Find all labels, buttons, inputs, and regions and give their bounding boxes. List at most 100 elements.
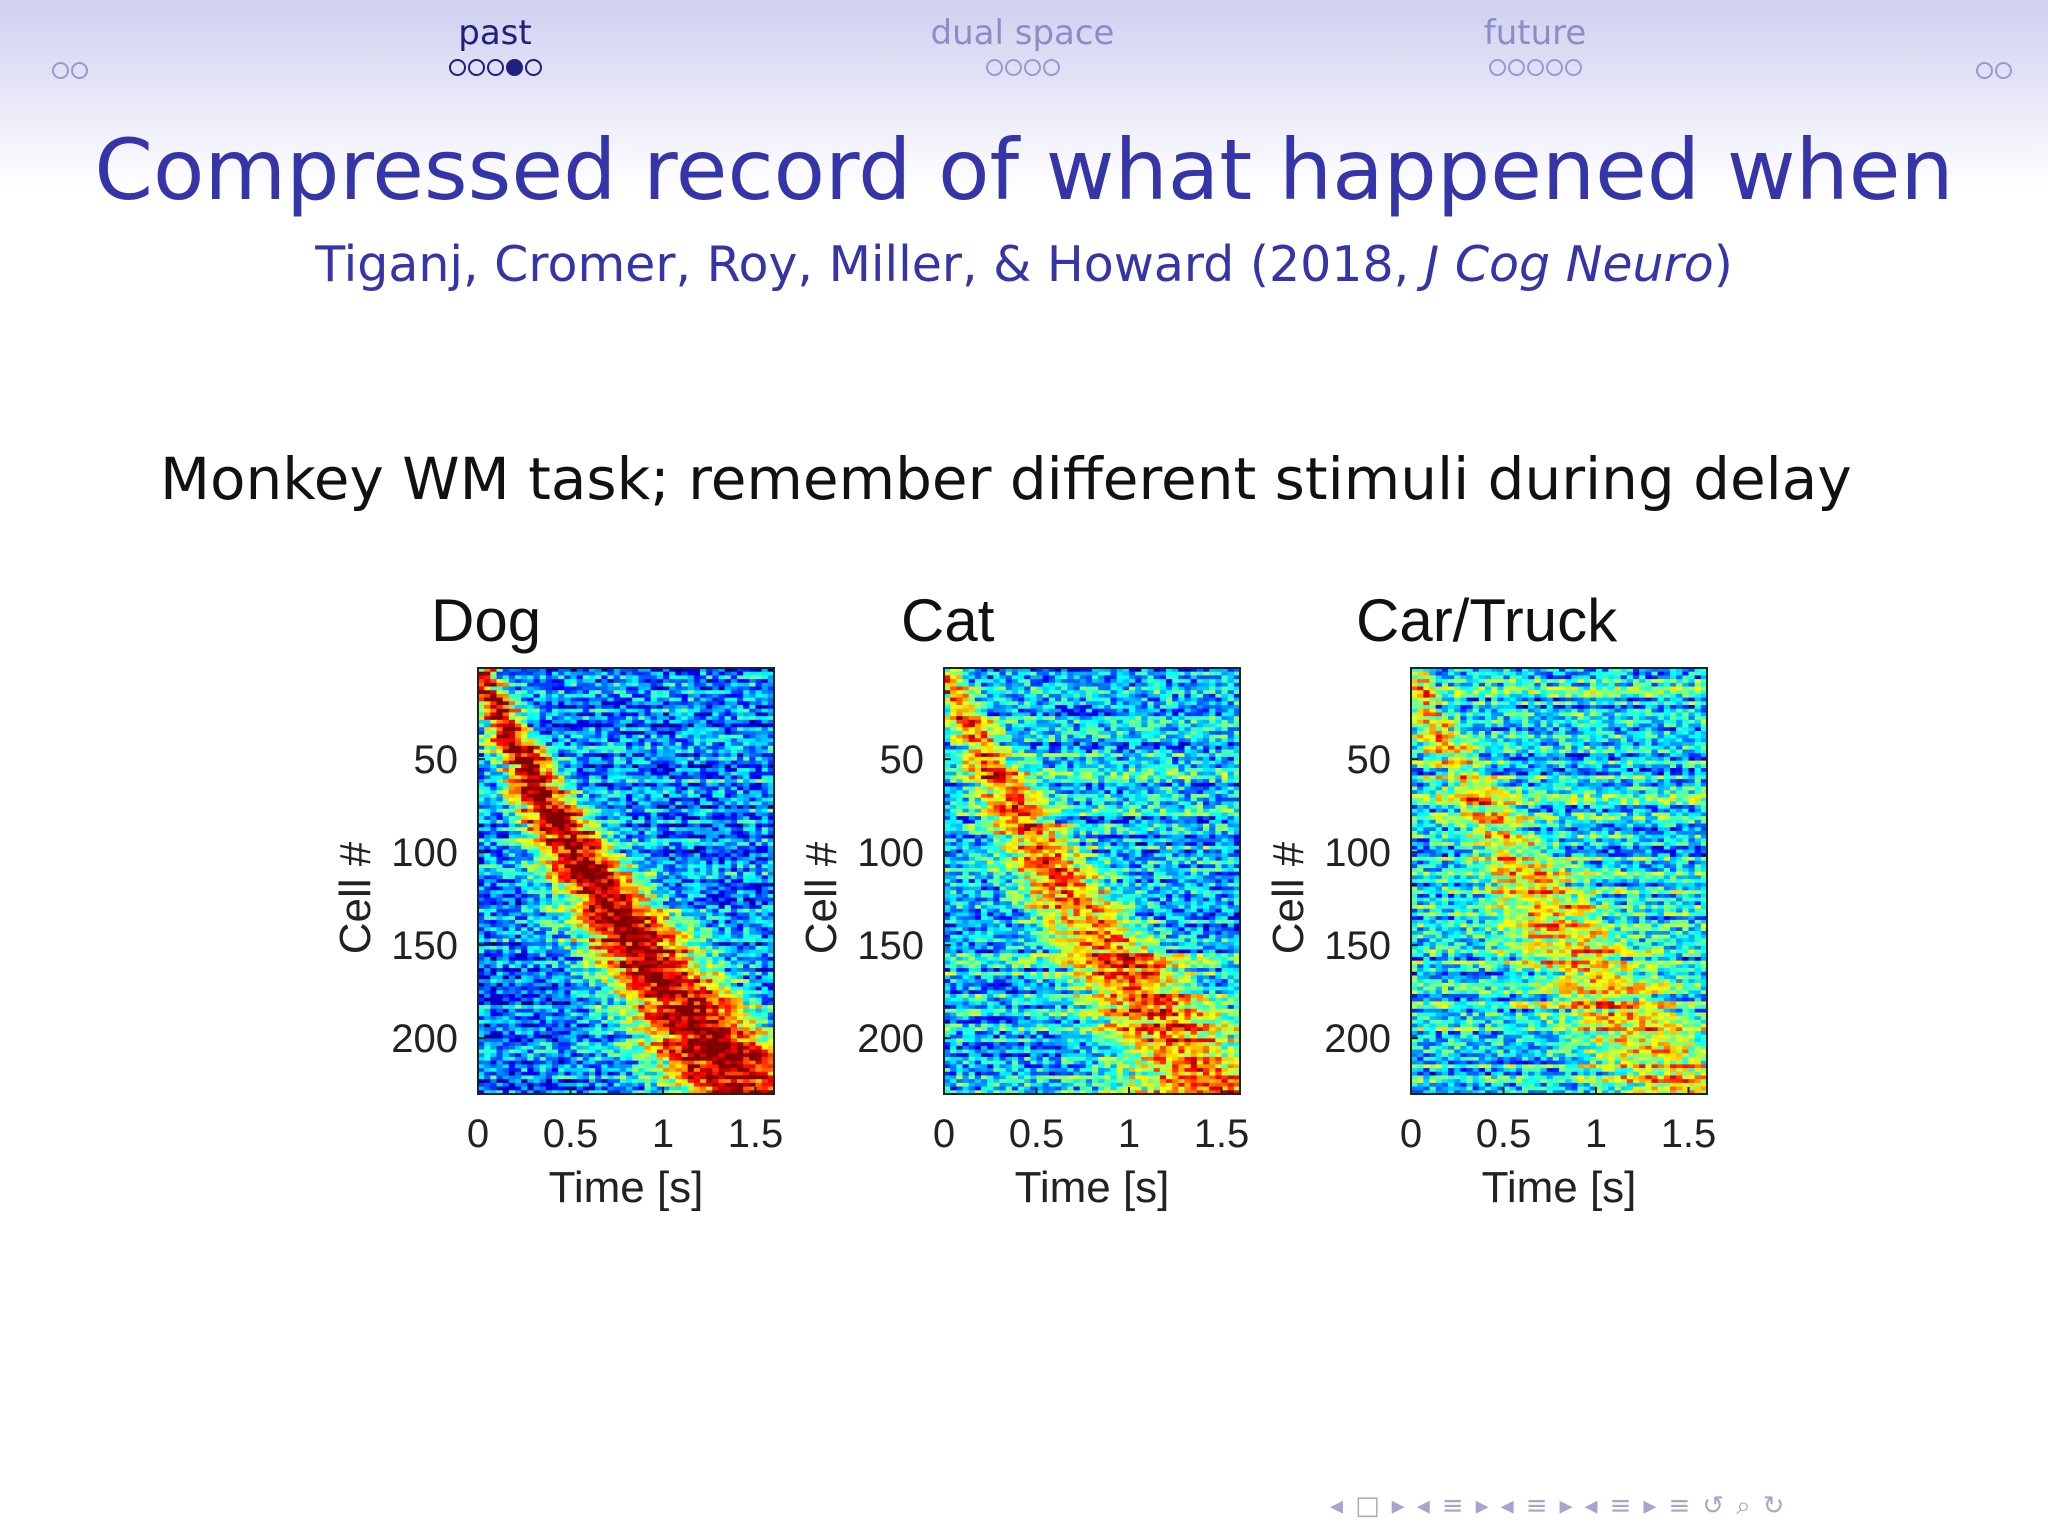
- heatmap-cell: [749, 997, 757, 1002]
- heatmap-cell: [638, 801, 646, 806]
- heatmap-cell: [619, 1045, 627, 1051]
- heatmap-cell: [619, 738, 627, 743]
- nav-section-past[interactable]: past: [440, 16, 550, 76]
- heatmap-cell: [564, 812, 572, 817]
- nav-dot[interactable]: [1004, 59, 1022, 76]
- nav-dot[interactable]: [486, 59, 504, 76]
- heatmap-cell: [718, 890, 726, 895]
- heatmap-cell: [755, 953, 763, 958]
- heatmap-cell: [681, 712, 689, 717]
- heatmap-cell: [706, 693, 713, 699]
- nav-dot[interactable]: [524, 59, 542, 76]
- heatmap-cell: [558, 893, 565, 899]
- nav-dot[interactable]: [52, 62, 69, 79]
- heatmap-cell: [496, 793, 504, 799]
- heatmap-cell: [484, 997, 491, 1002]
- heatmap-cell: [650, 853, 658, 858]
- heatmap-cell: [527, 812, 535, 817]
- heatmap-cell: [564, 775, 572, 780]
- heatmap-cell: [613, 708, 621, 714]
- heatmap-cell: [552, 1001, 559, 1006]
- heatmap-cell: [527, 701, 535, 706]
- heatmap-cell: [521, 1023, 528, 1028]
- heatmap-cell: [700, 1019, 707, 1025]
- heatmap-cell: [515, 723, 522, 728]
- heatmap-cell: [576, 860, 584, 865]
- heatmap-cell: [626, 816, 633, 821]
- heatmap-cell: [724, 890, 732, 895]
- nav-dot[interactable]: [1995, 62, 2012, 79]
- nav-dot[interactable]: [505, 59, 523, 76]
- nav-dot[interactable]: [1526, 59, 1544, 76]
- heatmap-cell: [706, 819, 713, 825]
- heatmap-cell: [700, 956, 707, 962]
- heatmap-cell: [650, 986, 658, 991]
- nav-dot[interactable]: [1042, 59, 1060, 76]
- heatmap-cell: [656, 960, 664, 965]
- nav-dot[interactable]: [1976, 62, 1993, 79]
- heatmap-cell: [712, 808, 720, 814]
- heatmap-cell: [767, 1019, 775, 1025]
- nav-dot[interactable]: [1545, 59, 1563, 76]
- heatmap-cell: [693, 1038, 701, 1043]
- heatmap-cell: [521, 690, 528, 695]
- heatmap-cell: [767, 816, 775, 821]
- heatmap-cell: [755, 679, 763, 684]
- nav-section-dual-space[interactable]: dual space: [930, 16, 1115, 76]
- nav-section-dots[interactable]: [1480, 59, 1590, 76]
- heatmap-cell: [607, 853, 615, 858]
- nav-dot[interactable]: [448, 59, 466, 76]
- heatmap-cell: [607, 845, 615, 851]
- heatmap-cell: [564, 916, 572, 921]
- heatmap-cell: [490, 968, 498, 973]
- heatmap-cell: [724, 734, 732, 739]
- nav-section-label[interactable]: future: [1483, 13, 1587, 53]
- heatmap-cell: [632, 797, 639, 802]
- heatmap-cell: [539, 745, 547, 751]
- heatmap-cell: [595, 823, 602, 828]
- heatmap-cell: [552, 912, 559, 917]
- heatmap-cell: [656, 997, 664, 1002]
- heatmap-cell: [706, 668, 713, 673]
- heatmap-cell: [576, 682, 584, 688]
- nav-dot[interactable]: [1507, 59, 1525, 76]
- nav-dots-left[interactable]: [52, 62, 88, 79]
- nav-dot[interactable]: [1023, 59, 1041, 76]
- nav-dot[interactable]: [467, 59, 485, 76]
- heatmap-cell: [675, 1034, 683, 1040]
- heatmap-cell: [718, 912, 726, 917]
- nav-dots-right[interactable]: [1976, 62, 2012, 79]
- heatmap-cell: [755, 986, 763, 991]
- heatmap-cell: [650, 845, 658, 851]
- heatmap-cell: [706, 723, 713, 728]
- nav-section-dots[interactable]: [930, 59, 1115, 76]
- heatmap-cell: [718, 945, 726, 951]
- heatmap-cell: [601, 745, 609, 751]
- heatmap-cell: [601, 938, 609, 943]
- heatmap-cell: [687, 734, 695, 739]
- heatmap-cell: [656, 797, 664, 802]
- heatmap-cell: [601, 823, 609, 828]
- heatmap-cell: [767, 893, 775, 899]
- nav-section-dots[interactable]: [440, 59, 550, 76]
- nav-section-future[interactable]: future: [1480, 16, 1590, 76]
- heatmap-cell: [681, 893, 689, 899]
- heatmap-cell: [712, 882, 720, 888]
- nav-section-label[interactable]: dual space: [930, 13, 1115, 53]
- heatmap-cell: [496, 971, 504, 977]
- heatmap-cell: [712, 779, 720, 784]
- nav-section-label[interactable]: past: [458, 13, 532, 53]
- heatmap-cell: [601, 882, 609, 888]
- heatmap-cell: [737, 1012, 744, 1017]
- heatmap-cell: [502, 982, 510, 988]
- heatmap-cell: [490, 819, 498, 825]
- heatmap-cell: [644, 775, 652, 780]
- nav-dot[interactable]: [985, 59, 1003, 76]
- heatmap-cell: [490, 686, 498, 691]
- heatmap-cell: [700, 671, 707, 676]
- nav-dot[interactable]: [1488, 59, 1506, 76]
- nav-dot[interactable]: [71, 62, 88, 79]
- heatmap-cell: [490, 671, 498, 676]
- heatmap-cell: [718, 875, 726, 880]
- nav-dot[interactable]: [1564, 59, 1582, 76]
